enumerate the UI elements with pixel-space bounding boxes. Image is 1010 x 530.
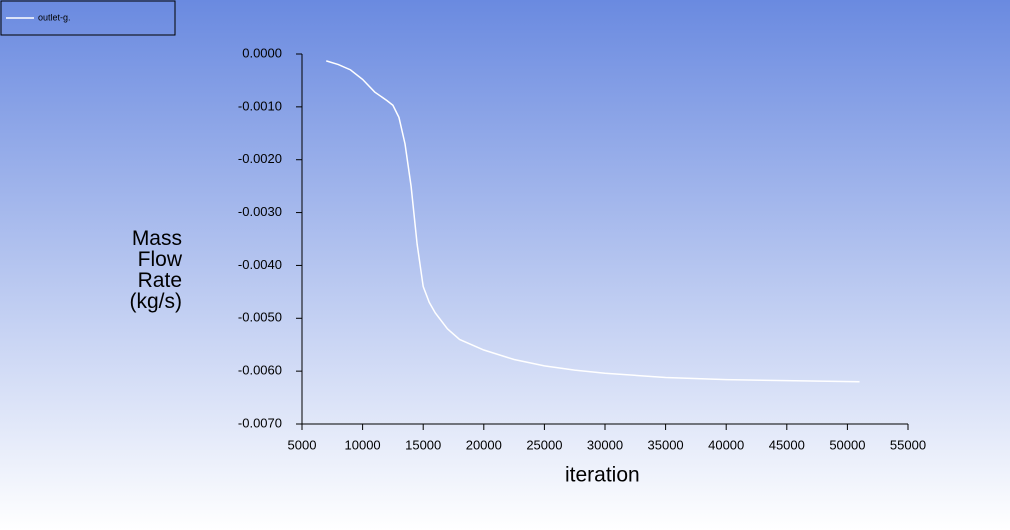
x-tick-label: 50000 <box>829 437 865 452</box>
y-tick-label: 0.0000 <box>242 45 282 60</box>
series-line <box>326 60 860 383</box>
x-tick-label: 30000 <box>587 437 623 452</box>
x-tick-label: 10000 <box>345 437 381 452</box>
x-tick-label: 5000 <box>288 437 317 452</box>
y-tick-label: -0.0060 <box>238 363 282 378</box>
y-tick-label: -0.0070 <box>238 415 282 430</box>
legend-box <box>0 0 176 36</box>
x-tick-label: 40000 <box>708 437 744 452</box>
y-tick-label: -0.0020 <box>238 151 282 166</box>
x-tick-label: 55000 <box>890 437 926 452</box>
x-tick-label: 25000 <box>526 437 562 452</box>
y-tick-label: -0.0030 <box>238 204 282 219</box>
x-tick-label: 45000 <box>769 437 805 452</box>
x-tick-label: 35000 <box>648 437 684 452</box>
x-tick-label: 20000 <box>466 437 502 452</box>
y-tick-label: -0.0010 <box>238 98 282 113</box>
x-tick-label: 15000 <box>405 437 441 452</box>
x-axis-label: iteration <box>565 464 640 487</box>
y-tick-label: -0.0040 <box>238 257 282 272</box>
y-axis-label: Mass Flow Rate (kg/s) <box>129 227 183 313</box>
y-tick-label: -0.0050 <box>238 310 282 325</box>
legend-label: outlet-g. <box>38 12 71 22</box>
